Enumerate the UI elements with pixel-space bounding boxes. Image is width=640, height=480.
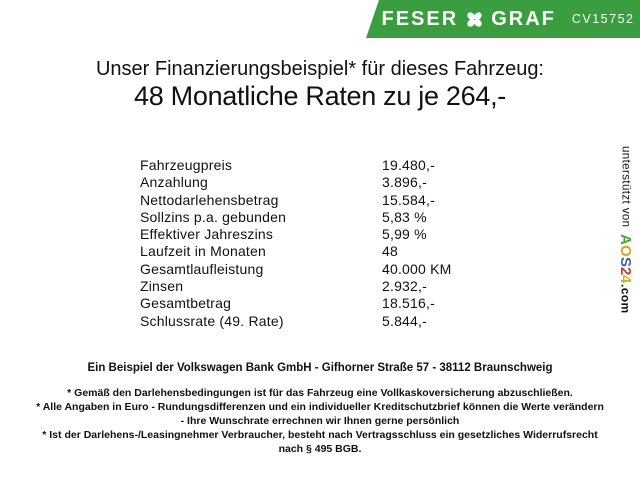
row-value: 5.844,- — [382, 312, 427, 329]
dealer-logo-left: FESER — [381, 7, 459, 30]
page-title: Unser Finanzierungsbeispiel* für dieses … — [95, 58, 544, 80]
row-value: 40.000 KM — [382, 260, 452, 277]
row-value: 15.584,- — [382, 191, 435, 208]
footnote-line: - Ihre Wunschrate errechnen wir Ihnen ge… — [180, 415, 460, 427]
row-value: 5,99 % — [382, 226, 427, 243]
table-row: Anzahlung 3.896,- — [140, 174, 452, 191]
row-value: 5,83 % — [382, 208, 427, 225]
dealer-logo: FESER GRAF — [382, 8, 556, 31]
row-label: Effektiver Jahreszins — [140, 226, 274, 243]
row-label: Laufzeit in Monaten — [140, 243, 266, 260]
row-label: Schlussrate (49. Rate) — [140, 312, 284, 329]
row-label: Gesamtlaufleistung — [140, 260, 264, 277]
supported-by-strip: unterstützt von A O S 2 4 .com — [617, 146, 634, 476]
row-label: Gesamtbetrag — [140, 295, 232, 312]
row-label: Fahrzeugpreis — [140, 157, 233, 173]
rate-headline: 48 Monatliche Raten zu je 264,- — [134, 81, 506, 111]
clover-icon — [465, 10, 484, 29]
row-value: 3.896,- — [382, 174, 427, 191]
footnote-line: * Ist der Darlehens-/Leasingnehmer Verbr… — [42, 429, 598, 441]
table-row: Nettodarlehensbetrag 15.584,- — [140, 192, 452, 209]
aos24-logo-letter: S — [617, 256, 634, 267]
table-row: Gesamtbetrag 18.516,- — [140, 295, 452, 312]
aos24-logo-suffix: .com — [618, 283, 633, 314]
bank-example-line: Ein Beispiel der Volkswagen Bank GmbH - … — [87, 362, 553, 374]
table-row: Effektiver Jahreszins 5,99 % — [140, 226, 452, 243]
aos24-logo-letter: 4 — [617, 275, 634, 284]
row-value: 48 — [382, 243, 398, 260]
vehicle-code: CV15752 — [571, 12, 635, 26]
footnotes: * Gemäß den Darlehensbedingungen ist für… — [0, 386, 640, 456]
row-label: Zinsen — [140, 278, 184, 295]
row-label: Nettodarlehensbetrag — [140, 191, 279, 208]
row-value: 2.932,- — [382, 278, 427, 295]
dealer-logo-right: GRAF — [491, 7, 556, 30]
table-row: Laufzeit in Monaten 48 — [140, 243, 452, 260]
table-row: Sollzins p.a. gebunden 5,83 % — [140, 209, 452, 226]
aos24-logo-letter: A — [617, 234, 634, 246]
row-label: Sollzins p.a. gebunden — [140, 208, 287, 225]
table-row: Zinsen 2.932,- — [140, 278, 452, 295]
footnote-line: nach § 495 BGB. — [278, 443, 362, 455]
table-row: Fahrzeugpreis 19.480,- — [140, 157, 452, 174]
footnote-line: * Gemäß den Darlehensbedingungen ist für… — [67, 387, 573, 399]
row-label: Anzahlung — [140, 174, 208, 191]
table-row: Gesamtlaufleistung 40.000 KM — [140, 261, 452, 278]
aos24-logo-letter: 2 — [617, 266, 634, 276]
table-row: Schlussrate (49. Rate) 5.844,- — [140, 313, 452, 330]
dealer-banner: FESER GRAF CV15752 — [366, 0, 640, 38]
aos24-logo-letter: O — [617, 245, 634, 257]
footnote-line: * Alle Angaben in Euro - Rundungsdiffere… — [36, 401, 604, 413]
finance-table: Fahrzeugpreis 19.480,- Anzahlung 3.896,-… — [140, 157, 452, 330]
row-value: 18.516,- — [382, 295, 435, 312]
row-value: 19.480,- — [382, 157, 435, 173]
supported-by-text: unterstützt von — [619, 146, 632, 228]
